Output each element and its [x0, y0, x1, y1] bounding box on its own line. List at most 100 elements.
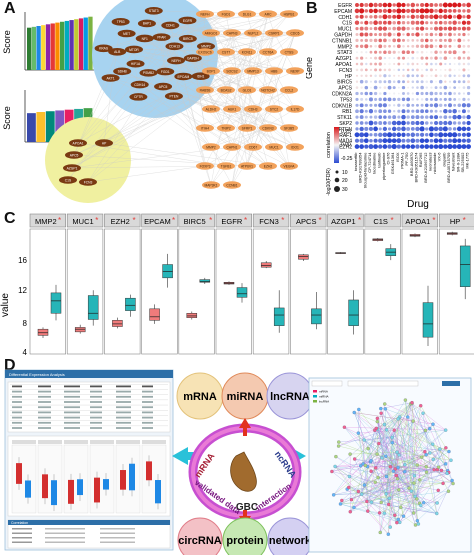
correlation-dot: [383, 109, 387, 114]
correlation-dot: [391, 126, 397, 132]
gene-label: STK11: [337, 115, 352, 121]
gene-label: APCS: [338, 86, 352, 92]
correlation-dot: [364, 15, 368, 19]
drug-label: tricuspid-fantazoline: [362, 152, 367, 188]
correlation-dot: [438, 144, 444, 150]
facet-plot-area: [327, 228, 364, 355]
gene-label: BIRC5: [337, 80, 352, 86]
correlation-dot: [360, 56, 364, 60]
correlation-dot: [359, 121, 364, 125]
correlation-dot: [452, 108, 457, 114]
correlation-dot: [467, 62, 470, 66]
network-node-label: SFRP1: [242, 126, 253, 130]
correlation-dot: [416, 62, 419, 66]
correlation-dot: [424, 121, 429, 125]
screenshot-search[interactable]: [347, 380, 419, 387]
correlation-dot: [462, 9, 466, 13]
size-legend-dot-large: [334, 186, 340, 192]
score-bar-bottom: [36, 112, 46, 142]
correlation-dot: [397, 50, 401, 54]
correlation-dot: [360, 68, 364, 72]
correlation-dot: [420, 98, 424, 101]
correlation-dot: [359, 126, 364, 132]
correlation-dot: [378, 97, 382, 102]
size-legend-value-30: 30: [342, 187, 348, 193]
correlation-dot: [410, 138, 416, 144]
box-body: [186, 313, 198, 318]
correlation-dot: [462, 44, 466, 48]
gene-labels: EGFREPCAMCDH1C1SMUC1GAPDHCTNNB1MMP2STAT3…: [332, 3, 353, 151]
correlation-dot: [383, 80, 387, 84]
box-body: [112, 320, 123, 327]
correlation-dot: [439, 109, 442, 113]
correlation-dot: [369, 15, 373, 19]
network-node: CAPN1: [223, 143, 241, 151]
score-axis-label-bottom: Score: [2, 106, 12, 130]
colorbar-tick-low: -0.25: [341, 156, 353, 162]
correlation-dot: [383, 38, 387, 43]
correlation-dot: [369, 74, 373, 78]
correlation-dot: [396, 38, 401, 43]
facet-apoa1: APOA1 *: [401, 213, 439, 355]
network-node: CCL2: [280, 86, 298, 94]
correlation-dot: [369, 27, 373, 31]
drug-label: tacedinaline: [372, 152, 377, 174]
facet-gene-label: APOA1: [405, 217, 430, 226]
correlation-dot: [402, 92, 405, 95]
correlation-dot: [396, 138, 402, 144]
score-bar-bottom: [55, 110, 65, 142]
correlation-dot: [467, 98, 470, 101]
correlation-dot: [364, 68, 368, 72]
label-protein: protein: [226, 535, 264, 547]
screenshot-select[interactable]: [311, 380, 343, 387]
significance-star: *: [132, 216, 135, 225]
network-node: AMIGO1: [202, 29, 220, 37]
box-body: [260, 262, 272, 268]
network-node: FGD1: [217, 10, 235, 18]
correlation-dot: [415, 138, 420, 143]
network-node: MUC1: [265, 143, 283, 151]
correlation-dot: [410, 144, 416, 149]
network-node: AKT1: [101, 74, 120, 82]
correlation-dot: [406, 74, 410, 78]
network-node-label: CST7: [222, 50, 231, 54]
facet-plot-area: [215, 228, 253, 355]
correlation-dot: [406, 109, 410, 113]
correlation-dot: [420, 20, 425, 25]
correlation-dot: [369, 86, 372, 89]
correlation-dot: [387, 85, 392, 90]
screenshot-left-footer: Correlation: [11, 521, 28, 525]
correlation-dot: [425, 80, 429, 83]
correlation-dot: [382, 126, 388, 132]
correlation-dot: [429, 27, 433, 31]
size-legend-value-20: 20: [342, 178, 348, 184]
correlation-dot: [410, 127, 415, 131]
correlation-dot: [378, 121, 383, 125]
drug-label: niclosamide: [432, 152, 437, 174]
correlation-dot: [391, 132, 397, 138]
facet-mmp2: MMP2 *: [29, 213, 67, 355]
network-node-label: NEXP: [291, 69, 301, 73]
correlation-dot: [401, 85, 406, 90]
network-node-label: GLO1: [243, 88, 252, 92]
network-node: MTOR: [124, 45, 143, 54]
network-node-label: HIF1A: [131, 62, 141, 66]
gene-label: PTEN: [339, 127, 353, 133]
correlation-dot: [369, 20, 373, 25]
network-node-label: PFAR: [157, 35, 166, 39]
network-node-label: SOCS2: [226, 69, 237, 73]
correlation-dot: [365, 51, 368, 54]
correlation-dot: [411, 92, 414, 95]
correlation-dot: [355, 27, 359, 31]
correlation-dot: [443, 44, 448, 48]
correlation-dot: [438, 3, 443, 7]
correlation-dot: [429, 56, 433, 60]
screenshot-go-button[interactable]: [442, 381, 460, 386]
network-node-label: TGFB1: [221, 164, 232, 168]
correlation-dot: [461, 138, 467, 143]
correlation-dot: [378, 68, 382, 72]
gene-label: RAF1: [339, 133, 352, 139]
facet-fcn3: FCN3 *: [252, 213, 290, 355]
correlation-dot: [434, 121, 439, 125]
correlation-dot: [444, 80, 447, 83]
